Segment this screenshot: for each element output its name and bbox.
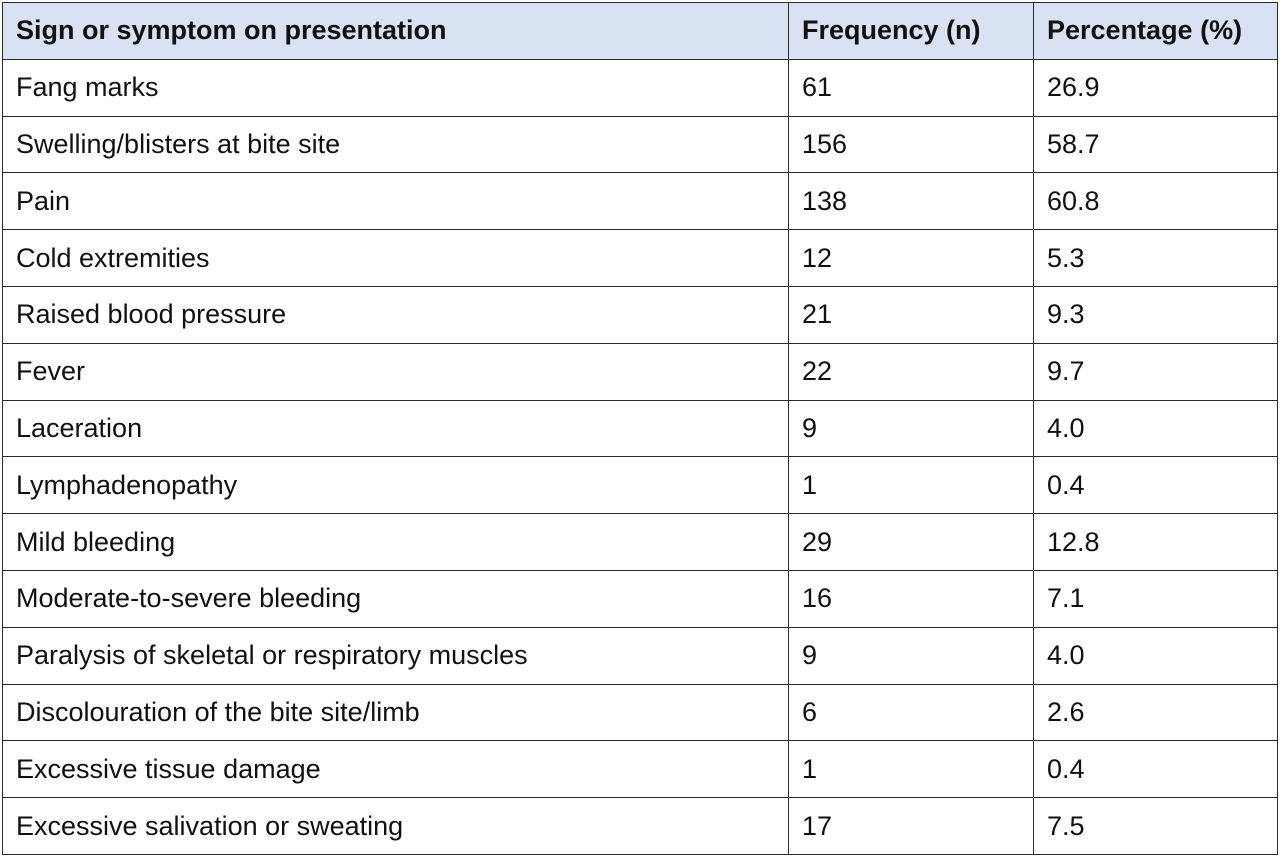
cell-percentage: 60.8: [1033, 172, 1278, 231]
cell-percentage: 4.0: [1033, 626, 1278, 685]
table-row: Lymphadenopathy 1 0.4: [2, 456, 1278, 515]
header-row: Sign or symptom on presentation Frequenc…: [2, 2, 1278, 60]
cell-frequency: 6: [788, 683, 1034, 742]
table-row: Laceration 9 4.0: [2, 399, 1278, 458]
cell-frequency: 156: [788, 115, 1034, 174]
cell-symptom: Swelling/blisters at bite site: [2, 115, 789, 174]
table-row: Pain 138 60.8: [2, 172, 1278, 231]
table-row: Paralysis of skeletal or respiratory mus…: [2, 626, 1278, 685]
table-row: Raised blood pressure 21 9.3: [2, 285, 1278, 344]
cell-frequency: 12: [788, 229, 1034, 287]
cell-percentage: 0.4: [1033, 740, 1278, 799]
cell-symptom: Lymphadenopathy: [2, 456, 789, 515]
cell-symptom: Pain: [2, 172, 789, 231]
cell-frequency: 1: [788, 456, 1034, 515]
cell-percentage: 5.3: [1033, 229, 1278, 287]
table-row: Swelling/blisters at bite site 156 58.7: [2, 115, 1278, 174]
table-row: Mild bleeding 29 12.8: [2, 513, 1278, 571]
cell-percentage: 0.4: [1033, 456, 1278, 515]
table-row: Fang marks 61 26.9: [2, 58, 1278, 117]
header-sign-or-symptom: Sign or symptom on presentation: [2, 2, 789, 60]
cell-percentage: 9.3: [1033, 285, 1278, 344]
table-row: Moderate-to-severe bleeding 16 7.1: [2, 569, 1278, 628]
cell-frequency: 16: [788, 569, 1034, 628]
cell-symptom: Paralysis of skeletal or respiratory mus…: [2, 626, 789, 685]
cell-percentage: 12.8: [1033, 513, 1278, 571]
cell-frequency: 22: [788, 342, 1034, 401]
cell-frequency: 21: [788, 285, 1034, 344]
cell-percentage: 4.0: [1033, 399, 1278, 458]
cell-percentage: 2.6: [1033, 683, 1278, 742]
header-frequency: Frequency (n): [788, 2, 1034, 60]
cell-percentage: 58.7: [1033, 115, 1278, 174]
cell-percentage: 26.9: [1033, 58, 1278, 117]
table-row: Excessive salivation or sweating 17 7.5: [2, 797, 1278, 855]
cell-symptom: Moderate-to-severe bleeding: [2, 569, 789, 628]
cell-symptom: Fang marks: [2, 58, 789, 117]
cell-frequency: 9: [788, 626, 1034, 685]
cell-symptom: Fever: [2, 342, 789, 401]
table-row: Excessive tissue damage 1 0.4: [2, 740, 1278, 799]
cell-symptom: Excessive salivation or sweating: [2, 797, 789, 855]
cell-frequency: 138: [788, 172, 1034, 231]
table-row: Fever 22 9.7: [2, 342, 1278, 401]
cell-frequency: 9: [788, 399, 1034, 458]
cell-symptom: Laceration: [2, 399, 789, 458]
cell-symptom: Raised blood pressure: [2, 285, 789, 344]
cell-percentage: 7.1: [1033, 569, 1278, 628]
cell-symptom: Cold extremities: [2, 229, 789, 287]
table-row: Cold extremities 12 5.3: [2, 229, 1278, 287]
cell-frequency: 29: [788, 513, 1034, 571]
header-percentage: Percentage (%): [1033, 2, 1278, 60]
cell-symptom: Discolouration of the bite site/limb: [2, 683, 789, 742]
cell-percentage: 7.5: [1033, 797, 1278, 855]
table-header: Sign or symptom on presentation Frequenc…: [2, 2, 1278, 60]
cell-percentage: 9.7: [1033, 342, 1278, 401]
cell-symptom: Excessive tissue damage: [2, 740, 789, 799]
cell-symptom: Mild bleeding: [2, 513, 789, 571]
table-row: Discolouration of the bite site/limb 6 2…: [2, 683, 1278, 742]
table-body: Fang marks 61 26.9 Swelling/blisters at …: [2, 58, 1278, 855]
cell-frequency: 1: [788, 740, 1034, 799]
cell-frequency: 17: [788, 797, 1034, 855]
cell-frequency: 61: [788, 58, 1034, 117]
